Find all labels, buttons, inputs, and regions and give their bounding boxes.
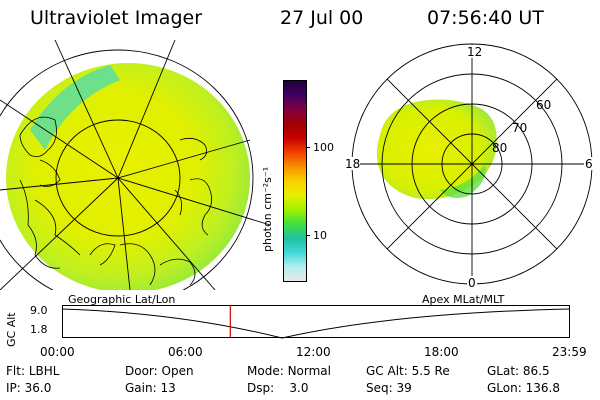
glon-value: 136.8 <box>525 381 560 395</box>
mlt-0-bg <box>467 276 477 289</box>
timeline-tick-4: 23:59 <box>552 345 587 359</box>
ip-field: IP: 36.0 <box>6 381 51 395</box>
mlt-12-label: 12 <box>467 45 482 59</box>
observation-time: 07:56:40 UT <box>427 7 544 29</box>
instrument-title: Ultraviolet Imager <box>30 7 203 29</box>
mlt-12-bg <box>466 45 480 58</box>
timeline-tick-2: 12:00 <box>296 345 331 359</box>
flt-value: LBHL <box>28 364 60 378</box>
auroral-emission-disk <box>6 63 250 290</box>
mlt-18-label: 18 <box>345 157 360 171</box>
gain-label: Gain: <box>125 381 157 395</box>
colorbar-tick-10: 10 <box>313 229 327 242</box>
geographic-panel-label: Geographic Lat/Lon <box>68 293 176 306</box>
polar-mlt-plot: 12 18 6 0 60 70 80 <box>344 43 594 290</box>
altitude-curve <box>62 308 570 339</box>
door-label: Door: <box>125 364 158 378</box>
colorbar-tick-100: 100 <box>313 141 334 154</box>
mlt-18-bg <box>344 157 360 170</box>
timeline-ybottom: 1.8 <box>30 323 48 336</box>
door-field: Door: Open <box>125 364 194 378</box>
apex-panel-label: Apex MLat/MLT <box>422 293 505 306</box>
dsp-label: Dsp: <box>247 381 275 395</box>
dsp-field: Dsp: 3.0 <box>247 381 309 395</box>
dayside-cyan-edge <box>30 65 120 150</box>
mode-value: Normal <box>287 364 331 378</box>
glat-label: GLat: <box>487 364 520 378</box>
timeline-ytop: 9.0 <box>30 304 48 317</box>
mlat-80-label: 80 <box>492 141 507 155</box>
colorbar-gradient <box>284 81 306 281</box>
gain-value: 13 <box>160 381 176 395</box>
colorbar-tick-10-mark <box>306 235 310 236</box>
mlt-6-label: 6 <box>585 157 593 171</box>
timeline-tick-3: 18:00 <box>424 345 459 359</box>
mlat-60-label: 60 <box>536 98 551 112</box>
timeline-ylabel: GC Alt <box>5 312 18 347</box>
seq-value: 39 <box>396 381 412 395</box>
geographic-image <box>0 40 270 290</box>
lat-lon-grid <box>0 40 270 290</box>
gcalt-label: GC Alt: <box>366 364 408 378</box>
glat-value: 86.5 <box>522 364 550 378</box>
mlt-0-label: 0 <box>468 276 476 290</box>
flt-label: Flt: <box>6 364 25 378</box>
colorbar-tick-100-mark <box>306 147 310 148</box>
intensity-colorbar <box>283 80 307 282</box>
glat-field: GLat: 86.5 <box>487 364 550 378</box>
seq-label: Seq: <box>366 381 393 395</box>
gcalt-field: GC Alt: 5.5 Re <box>366 364 450 378</box>
glon-field: GLon: 136.8 <box>487 381 560 395</box>
gain-field: Gain: 13 <box>125 381 176 395</box>
seq-field: Seq: 39 <box>366 381 412 395</box>
observation-date: 27 Jul 00 <box>280 7 364 29</box>
altitude-timeline <box>62 305 570 339</box>
ip-value: 36.0 <box>24 381 52 395</box>
gcalt-value: 5.5 Re <box>411 364 450 378</box>
polar-green-edge <box>440 165 486 198</box>
mode-field: Mode: Normal <box>247 364 331 378</box>
polar-emission-region <box>376 99 497 200</box>
dsp-value: 3.0 <box>289 381 309 395</box>
timeline-tick-0: 00:00 <box>40 345 75 359</box>
colorbar-unit-label: photon cm⁻²s⁻¹ <box>261 166 274 252</box>
mlat-70-label: 70 <box>512 121 527 135</box>
ip-label: IP: <box>6 381 21 395</box>
door-value: Open <box>161 364 194 378</box>
coastlines <box>19 116 213 286</box>
timeline-tick-1: 06:00 <box>168 345 203 359</box>
timeline-frame <box>62 305 570 338</box>
flt-field: Flt: LBHL <box>6 364 59 378</box>
mode-label: Mode: <box>247 364 284 378</box>
polar-grid <box>351 43 593 285</box>
glon-label: GLon: <box>487 381 522 395</box>
mlt-6-bg <box>584 157 594 170</box>
